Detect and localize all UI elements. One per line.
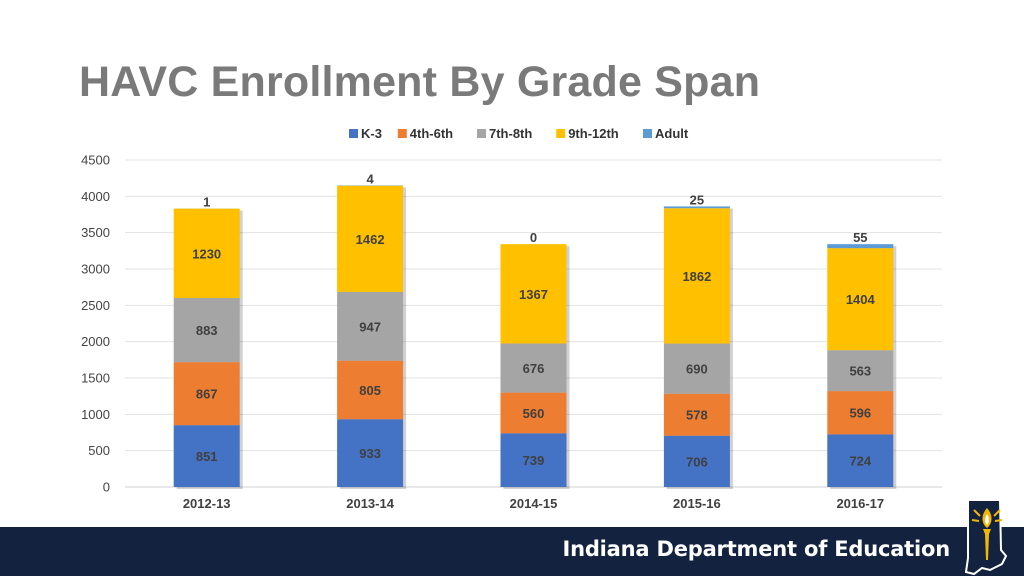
bar-k-3-2015-16 [663, 435, 730, 487]
y-tick-label: 500 [88, 443, 110, 458]
legend-label-9th-12th: 9th-12th [568, 126, 619, 141]
bar-4th-6th-2013-14 [337, 360, 404, 420]
data-label-7th-8th-2013-14: 947 [359, 319, 381, 334]
bar-k-3-2012-13 [173, 425, 240, 487]
y-tick-label: 4500 [81, 153, 110, 168]
data-label-9th-12th-2013-14: 1462 [356, 232, 385, 247]
data-label-k-3-2014-15: 739 [523, 453, 545, 468]
y-tick-label: 4000 [81, 189, 110, 204]
bar-7th-8th-2012-13 [173, 297, 240, 363]
bar-7th-8th-2016-17 [827, 350, 894, 392]
bar-adult-2015-16 [663, 206, 730, 209]
data-label-4th-6th-2016-17: 596 [849, 406, 871, 421]
bar-k-3-2013-14 [337, 419, 404, 487]
data-label-9th-12th-2012-13: 1230 [192, 246, 221, 261]
data-label-7th-8th-2015-16: 690 [686, 362, 708, 377]
x-tick-label: 2012-13 [183, 496, 231, 511]
bar-4th-6th-2014-15 [500, 392, 567, 434]
legend-label-7th-8th: 7th-8th [489, 126, 532, 141]
x-tick-label: 2015-16 [673, 496, 721, 511]
stacked-bar-chart: 0 500 1000 1500 2000 2500 3000 3500 4000 4500 K-3 4… [81, 126, 942, 511]
data-label-4th-6th-2015-16: 578 [686, 408, 708, 423]
bar-4th-6th-2015-16 [663, 393, 730, 436]
data-label-7th-8th-2014-15: 676 [523, 361, 545, 376]
y-tick-label: 3500 [81, 225, 110, 240]
legend-swatch-adult [643, 129, 652, 138]
bar-k-3-2016-17 [827, 434, 894, 487]
data-label-adult-2012-13: 1 [203, 195, 210, 210]
data-label-7th-8th-2012-13: 883 [196, 323, 218, 338]
bar-7th-8th-2015-16 [663, 343, 730, 394]
y-tick-label: 2000 [81, 334, 110, 349]
data-label-k-3-2013-14: 933 [359, 446, 381, 461]
bar-4th-6th-2012-13 [173, 362, 240, 426]
data-label-4th-6th-2014-15: 560 [523, 406, 545, 421]
data-label-9th-12th-2016-17: 1404 [846, 292, 876, 307]
legend-swatch-4th-6th [397, 129, 407, 138]
legend-label-k-3: K-3 [361, 126, 382, 141]
data-label-4th-6th-2012-13: 867 [196, 387, 218, 402]
bar-7th-8th-2014-15 [500, 343, 567, 393]
data-label-4th-6th-2013-14: 805 [359, 383, 381, 398]
legend-swatch-7th-8th [477, 129, 486, 138]
bar-9th-12th-2014-15 [500, 244, 567, 344]
data-label-k-3-2016-17: 724 [849, 454, 871, 469]
data-label-adult-2016-17: 55 [853, 230, 867, 245]
x-tick-label: 2016-17 [836, 496, 884, 511]
data-label-adult-2015-16: 25 [690, 192, 704, 207]
bar-9th-12th-2016-17 [827, 248, 894, 351]
org-name: Indiana Department of Education [562, 537, 950, 561]
bar-k-3-2014-15 [500, 433, 567, 487]
data-label-9th-12th-2015-16: 1862 [682, 269, 711, 284]
bar-9th-12th-2013-14 [337, 185, 404, 292]
data-label-adult-2014-15: 0 [530, 230, 537, 245]
data-label-9th-12th-2014-15: 1367 [519, 287, 548, 302]
x-tick-label: 2014-15 [510, 496, 558, 511]
bar-9th-12th-2015-16 [663, 208, 730, 344]
data-label-7th-8th-2016-17: 563 [849, 364, 871, 379]
y-tick-label: 3000 [81, 262, 110, 277]
legend-swatch-9th-12th [556, 129, 566, 138]
bar-adult-2016-17 [827, 244, 894, 249]
y-tick-label: 0 [103, 480, 110, 495]
footer-bar: Indiana Department of Education [0, 527, 1024, 576]
indiana-torch-logo-icon [964, 499, 1008, 576]
y-tick-label: 1000 [81, 407, 110, 422]
y-tick-label: 2500 [81, 298, 110, 313]
data-label-k-3-2015-16: 706 [686, 454, 708, 469]
data-label-k-3-2012-13: 851 [196, 449, 218, 464]
bar-9th-12th-2012-13 [173, 208, 240, 298]
x-tick-label: 2013-14 [346, 496, 394, 511]
y-tick-label: 1500 [81, 371, 110, 386]
data-label-adult-2013-14: 4 [366, 171, 374, 186]
page-title: HAVC Enrollment By Grade Span [79, 58, 761, 106]
legend-swatch-k-3 [349, 129, 358, 138]
bar-4th-6th-2016-17 [827, 391, 894, 435]
legend-label-4th-6th: 4th-6th [410, 126, 453, 141]
legend-label-adult: Adult [655, 126, 689, 141]
bar-7th-8th-2013-14 [337, 291, 404, 361]
